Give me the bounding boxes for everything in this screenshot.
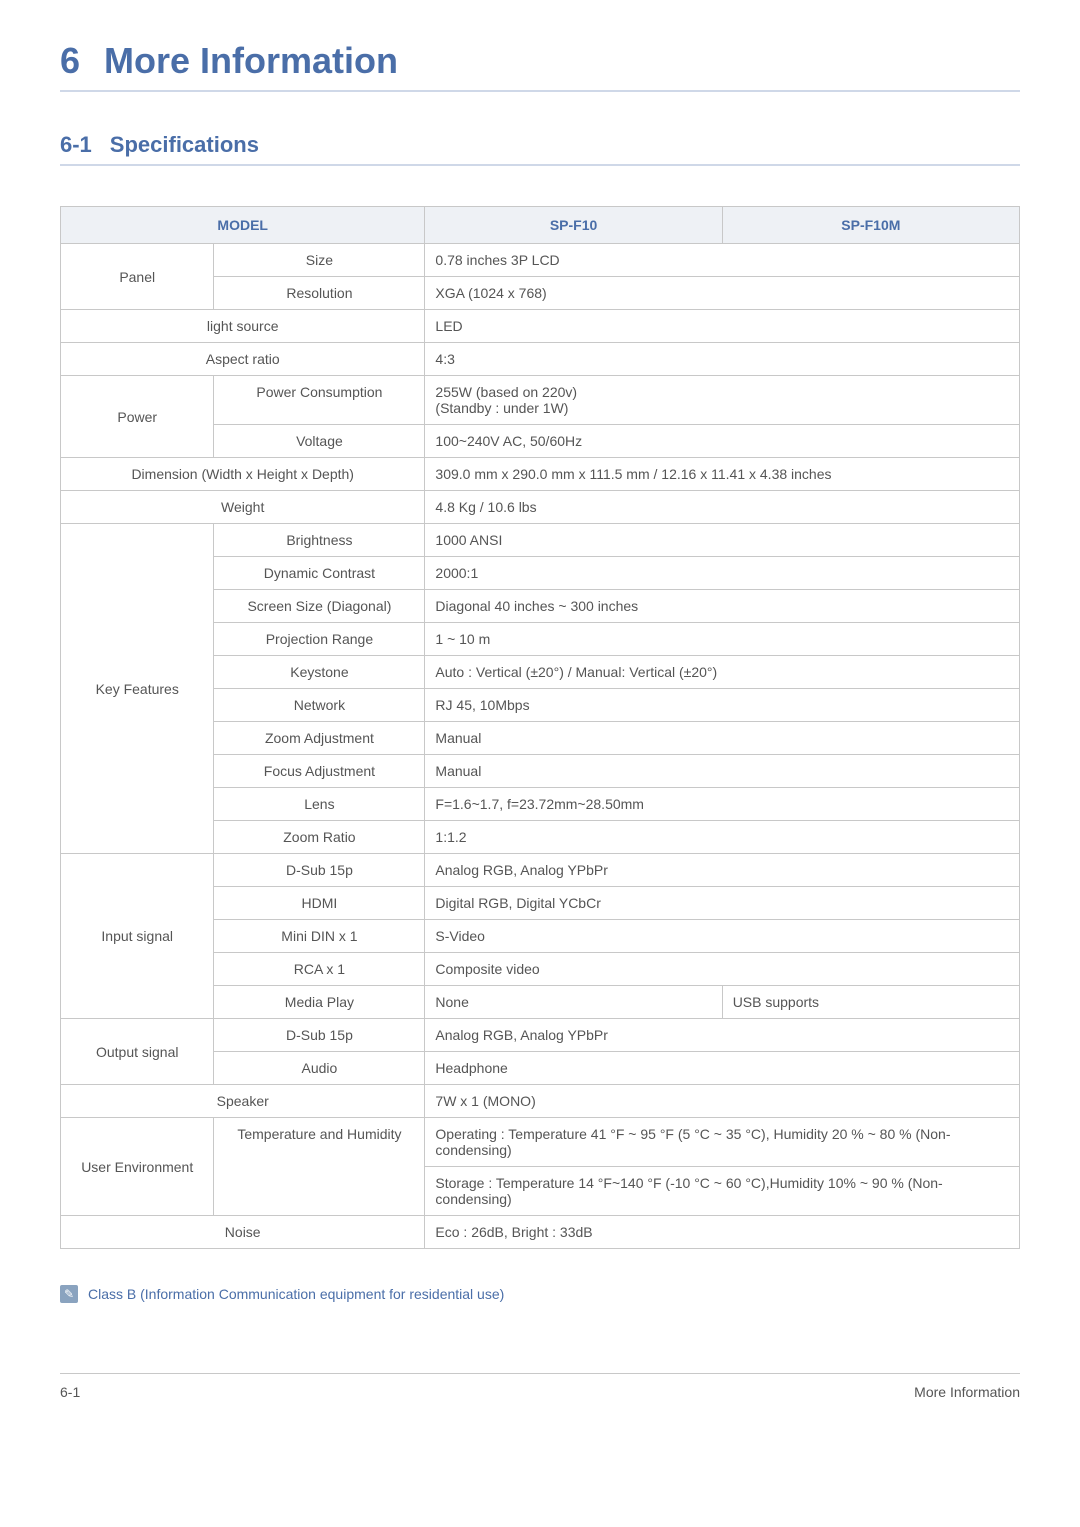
label-lens: Lens xyxy=(214,788,425,821)
footer-left: 6-1 xyxy=(60,1384,80,1400)
label-noise: Noise xyxy=(61,1216,425,1249)
table-row: MODEL SP-F10 SP-F10M xyxy=(61,207,1020,244)
val-voltage: 100~240V AC, 50/60Hz xyxy=(425,425,1020,458)
label-screen: Screen Size (Diagonal) xyxy=(214,590,425,623)
note-text: Class B (Information Communication equip… xyxy=(88,1286,504,1302)
val-audio: Headphone xyxy=(425,1052,1020,1085)
pc-line2: (Standby : under 1W) xyxy=(435,400,1009,416)
val-screen: Diagonal 40 inches ~ 300 inches xyxy=(425,590,1020,623)
val-noise: Eco : 26dB, Bright : 33dB xyxy=(425,1216,1020,1249)
table-row: Speaker 7W x 1 (MONO) xyxy=(61,1085,1020,1118)
val-lens: F=1.6~1.7, f=23.72mm~28.50mm xyxy=(425,788,1020,821)
label-dimension: Dimension (Width x Height x Depth) xyxy=(61,458,425,491)
chapter-title: More Information xyxy=(104,40,398,82)
cat-output: Output signal xyxy=(61,1019,214,1085)
val-keystone: Auto : Vertical (±20°) / Manual: Vertica… xyxy=(425,656,1020,689)
table-row: Key Features Brightness 1000 ANSI xyxy=(61,524,1020,557)
label-focus: Focus Adjustment xyxy=(214,755,425,788)
table-row: Input signal D-Sub 15p Analog RGB, Analo… xyxy=(61,854,1020,887)
val-light-source: LED xyxy=(425,310,1020,343)
val-out-dsub: Analog RGB, Analog YPbPr xyxy=(425,1019,1020,1052)
label-power-consumption: Power Consumption xyxy=(214,376,425,425)
label-proj: Projection Range xyxy=(214,623,425,656)
label-light-source: light source xyxy=(61,310,425,343)
val-in-dsub: Analog RGB, Analog YPbPr xyxy=(425,854,1020,887)
label-in-dsub: D-Sub 15p xyxy=(214,854,425,887)
val-size: 0.78 inches 3P LCD xyxy=(425,244,1020,277)
val-aspect: 4:3 xyxy=(425,343,1020,376)
header-model-b: SP-F10M xyxy=(722,207,1019,244)
label-contrast: Dynamic Contrast xyxy=(214,557,425,590)
chapter-number: 6 xyxy=(60,40,80,82)
val-resolution: XGA (1024 x 768) xyxy=(425,277,1020,310)
cat-panel: Panel xyxy=(61,244,214,310)
pc-line1: 255W (based on 220v) xyxy=(435,384,1009,400)
val-th2: Storage : Temperature 14 °F~140 °F (-10 … xyxy=(425,1167,1020,1216)
note-icon: ✎ xyxy=(60,1285,78,1303)
val-zoom: Manual xyxy=(425,722,1020,755)
label-rca: RCA x 1 xyxy=(214,953,425,986)
val-network: RJ 45, 10Mbps xyxy=(425,689,1020,722)
val-hdmi: Digital RGB, Digital YCbCr xyxy=(425,887,1020,920)
chapter-header: 6 More Information xyxy=(60,40,1020,92)
label-speaker: Speaker xyxy=(61,1085,425,1118)
table-row: Noise Eco : 26dB, Bright : 33dB xyxy=(61,1216,1020,1249)
label-voltage: Voltage xyxy=(214,425,425,458)
header-model: MODEL xyxy=(61,207,425,244)
cat-key-features: Key Features xyxy=(61,524,214,854)
val-proj: 1 ~ 10 m xyxy=(425,623,1020,656)
label-weight: Weight xyxy=(61,491,425,524)
val-weight: 4.8 Kg / 10.6 lbs xyxy=(425,491,1020,524)
specifications-table: MODEL SP-F10 SP-F10M Panel Size 0.78 inc… xyxy=(60,206,1020,1249)
header-model-a: SP-F10 xyxy=(425,207,722,244)
val-media-b: USB supports xyxy=(722,986,1019,1019)
section-title: Specifications xyxy=(110,132,259,158)
val-contrast: 2000:1 xyxy=(425,557,1020,590)
table-row: Dimension (Width x Height x Depth) 309.0… xyxy=(61,458,1020,491)
label-media: Media Play xyxy=(214,986,425,1019)
cat-power: Power xyxy=(61,376,214,458)
label-network: Network xyxy=(214,689,425,722)
section-number: 6-1 xyxy=(60,132,92,158)
table-row: Weight 4.8 Kg / 10.6 lbs xyxy=(61,491,1020,524)
table-row: light source LED xyxy=(61,310,1020,343)
label-brightness: Brightness xyxy=(214,524,425,557)
val-th1: Operating : Temperature 41 °F ~ 95 °F (5… xyxy=(425,1118,1020,1167)
cat-env: User Environment xyxy=(61,1118,214,1216)
label-aspect: Aspect ratio xyxy=(61,343,425,376)
table-row: Aspect ratio 4:3 xyxy=(61,343,1020,376)
label-zoom: Zoom Adjustment xyxy=(214,722,425,755)
val-mini: S-Video xyxy=(425,920,1020,953)
table-row: Panel Size 0.78 inches 3P LCD xyxy=(61,244,1020,277)
label-zratio: Zoom Ratio xyxy=(214,821,425,854)
cat-input: Input signal xyxy=(61,854,214,1019)
footer-right: More Information xyxy=(914,1384,1020,1400)
label-mini: Mini DIN x 1 xyxy=(214,920,425,953)
label-th: Temperature and Humidity xyxy=(214,1118,425,1216)
label-size: Size xyxy=(214,244,425,277)
table-row: Power Power Consumption 255W (based on 2… xyxy=(61,376,1020,425)
val-zratio: 1:1.2 xyxy=(425,821,1020,854)
table-row: Output signal D-Sub 15p Analog RGB, Anal… xyxy=(61,1019,1020,1052)
val-media-a: None xyxy=(425,986,722,1019)
label-audio: Audio xyxy=(214,1052,425,1085)
val-power-consumption: 255W (based on 220v) (Standby : under 1W… xyxy=(425,376,1020,425)
label-keystone: Keystone xyxy=(214,656,425,689)
section-header: 6-1 Specifications xyxy=(60,132,1020,166)
label-resolution: Resolution xyxy=(214,277,425,310)
val-focus: Manual xyxy=(425,755,1020,788)
page-footer: 6-1 More Information xyxy=(60,1373,1020,1400)
label-hdmi: HDMI xyxy=(214,887,425,920)
label-out-dsub: D-Sub 15p xyxy=(214,1019,425,1052)
val-brightness: 1000 ANSI xyxy=(425,524,1020,557)
note-row: ✎ Class B (Information Communication equ… xyxy=(60,1285,1020,1303)
table-row: User Environment Temperature and Humidit… xyxy=(61,1118,1020,1167)
val-rca: Composite video xyxy=(425,953,1020,986)
val-speaker: 7W x 1 (MONO) xyxy=(425,1085,1020,1118)
val-dimension: 309.0 mm x 290.0 mm x 111.5 mm / 12.16 x… xyxy=(425,458,1020,491)
